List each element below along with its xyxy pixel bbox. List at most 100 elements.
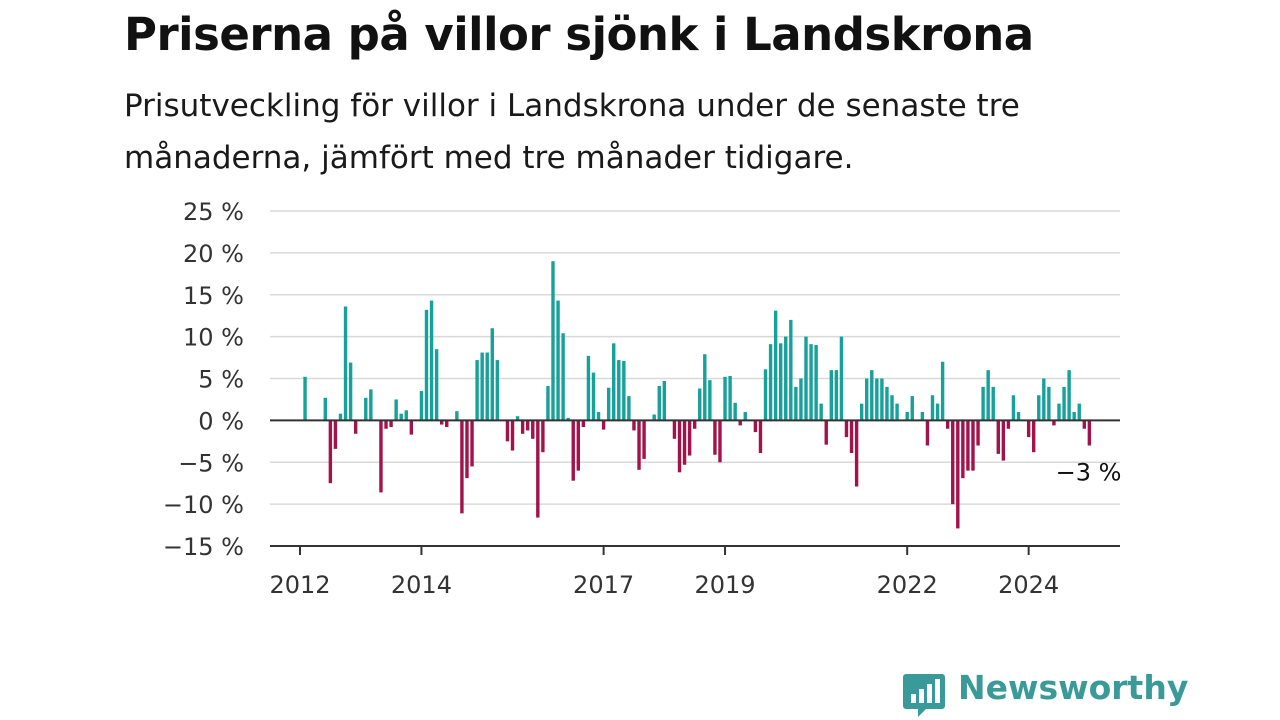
- bar: [612, 343, 616, 421]
- bar: [799, 378, 803, 421]
- bar: [353, 420, 358, 434]
- bar: [870, 370, 874, 421]
- bar: [1026, 420, 1031, 438]
- bar: [1047, 386, 1051, 421]
- y-tick-label: 25 %: [183, 198, 244, 226]
- brand-name: Newsworthy: [958, 668, 1189, 707]
- bar: [546, 386, 550, 421]
- x-tick-label: 2017: [573, 571, 634, 599]
- bar: [323, 397, 327, 421]
- bar: [364, 397, 368, 421]
- bar: [1077, 403, 1081, 421]
- bar: [859, 403, 864, 421]
- bar: [596, 412, 601, 421]
- bar: [551, 261, 555, 421]
- bar: [1072, 412, 1076, 421]
- bar: [890, 395, 894, 421]
- bar: [1082, 420, 1086, 429]
- bar: [743, 412, 747, 421]
- bar: [475, 360, 479, 421]
- bar: [961, 420, 965, 479]
- bar: [925, 420, 930, 446]
- bar: [1016, 412, 1021, 421]
- bar: [996, 420, 1000, 454]
- chart-title: Priserna på villor sjönk i Landskrona: [124, 8, 1034, 61]
- bar: [470, 420, 474, 467]
- bar: [976, 420, 980, 446]
- bar: [844, 420, 849, 438]
- bar: [571, 420, 575, 481]
- bar: [753, 420, 758, 433]
- bar: [692, 420, 697, 429]
- y-tick-label: −15 %: [163, 533, 244, 561]
- bar: [591, 372, 596, 421]
- bar: [895, 403, 899, 421]
- gridlines: [270, 210, 1120, 505]
- y-tick-label: −10 %: [163, 491, 244, 519]
- bar: [824, 420, 828, 445]
- y-tick-label: 15 %: [183, 282, 244, 310]
- bar: [389, 420, 393, 428]
- bar: [1062, 386, 1066, 421]
- bar: [515, 416, 520, 421]
- bar: [384, 420, 388, 429]
- bar: [531, 420, 535, 439]
- bar: [920, 412, 925, 421]
- bar: [445, 420, 449, 428]
- bar: [465, 420, 469, 479]
- y-tick-label: −5 %: [178, 449, 244, 477]
- bar: [804, 336, 808, 421]
- bar: [738, 420, 742, 426]
- bar: [622, 360, 626, 421]
- bar: [733, 402, 737, 421]
- bar: [480, 352, 484, 421]
- bar: [971, 420, 975, 471]
- bar: [865, 378, 869, 421]
- bar: [490, 328, 494, 421]
- bar: [606, 387, 611, 421]
- bar: [784, 336, 788, 421]
- bar: [854, 420, 859, 487]
- bar: [455, 411, 459, 421]
- bar: [991, 386, 995, 421]
- bar: [657, 386, 661, 421]
- x-tick-label: 2024: [998, 571, 1059, 599]
- bar: [404, 410, 408, 421]
- bar: [940, 361, 945, 421]
- bar: [708, 380, 712, 421]
- bar: [713, 420, 717, 455]
- y-axis-ticks: 25 % 20 % 15 % 10 % 5 % 0 % −5 % −10 % −15 %: [163, 198, 244, 561]
- bar: [429, 300, 434, 421]
- bar: [510, 420, 515, 451]
- bar: [698, 388, 702, 421]
- bar: [581, 420, 586, 428]
- bar: [768, 344, 773, 421]
- bar: [789, 319, 793, 421]
- bar: [1037, 395, 1041, 421]
- bar: [505, 420, 510, 442]
- bar: [794, 386, 798, 421]
- bar: [460, 420, 464, 514]
- bar: [343, 306, 348, 421]
- bar: [677, 420, 682, 473]
- bar: [885, 386, 889, 421]
- bar: [1006, 420, 1011, 429]
- bar: [703, 354, 707, 421]
- bar: [1087, 420, 1092, 446]
- bar: [718, 420, 722, 463]
- bar: [338, 413, 343, 421]
- bar: [773, 310, 778, 421]
- bar: [1032, 420, 1036, 453]
- bar: [586, 355, 591, 421]
- bar: [930, 395, 935, 421]
- bar: [1011, 395, 1016, 421]
- x-tick-label: 2019: [695, 571, 756, 599]
- bar: [434, 349, 439, 421]
- bar: [880, 378, 884, 421]
- bar: [632, 420, 636, 431]
- bar: [839, 336, 844, 421]
- last-value-label: −3 %: [1056, 459, 1122, 487]
- bar: [394, 399, 398, 421]
- bar: [652, 414, 656, 421]
- bar: [485, 352, 489, 421]
